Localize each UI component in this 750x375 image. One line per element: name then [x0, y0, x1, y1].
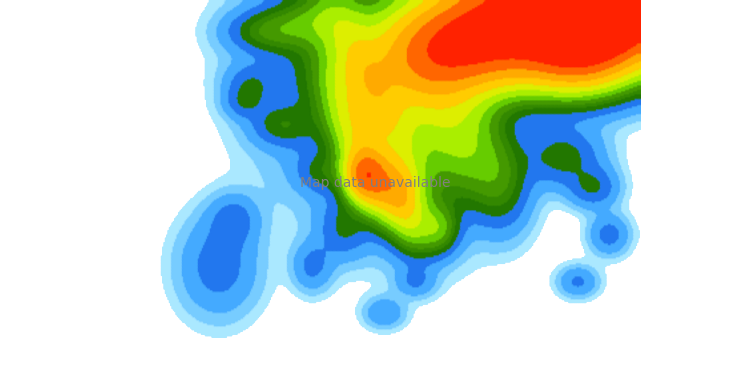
Text: Map data unavailable: Map data unavailable — [300, 177, 450, 190]
